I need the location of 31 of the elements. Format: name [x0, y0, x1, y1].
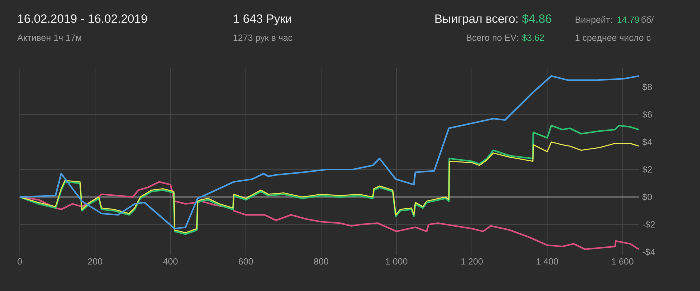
x-tick-label: 400 [163, 258, 178, 265]
text: 14.79 [618, 16, 640, 24]
y-tick-label: $0 [642, 194, 652, 201]
line-series [19, 124, 640, 236]
x-tick-label: 800 [314, 258, 329, 265]
y-tick-label: $4 [642, 138, 652, 146]
text: 1273 рук в час [234, 34, 293, 43]
x-tick-label: 1 600 [612, 258, 634, 265]
text: Выиграл всего: [436, 14, 518, 26]
x-tick-label: 1 000 [386, 258, 408, 265]
x-tick-label: 600 [239, 258, 254, 265]
chart-title: 16.02.2019 - 16.02.2019 [18, 14, 148, 24]
text: Винрейт: [576, 16, 612, 25]
x-tick-label: 1 400 [536, 258, 558, 265]
text: Всего по EV: [467, 34, 518, 42]
x-tick-label: 0 [18, 258, 22, 265]
text: бб/ [642, 16, 654, 24]
chart-subtitle: Активен 1ч 17м [18, 34, 82, 42]
y-tick-label: $6 [642, 111, 652, 118]
x-tick-label: 200 [88, 258, 102, 265]
x-tick-label: 1 200 [462, 258, 483, 265]
y-tick-label: -$2 [642, 221, 656, 228]
line-series [19, 142, 640, 234]
line-series [19, 75, 640, 230]
y-tick-label: $8 [642, 84, 652, 91]
text: $4.86 [522, 14, 552, 24]
text: $3.62 [522, 34, 544, 42]
text: 1 643 Руки [234, 14, 292, 26]
text: 1 среднее число с [576, 34, 651, 43]
y-tick-label: $2 [642, 166, 652, 174]
y-tick-label: -$4 [642, 248, 656, 256]
